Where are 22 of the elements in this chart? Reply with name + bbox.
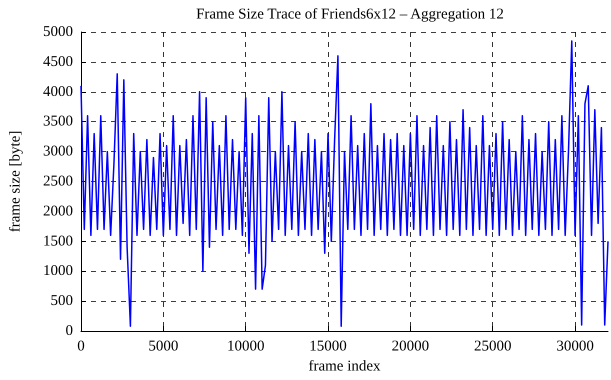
y-tick-label: 500 — [50, 293, 73, 310]
x-tick-label: 10000 — [226, 338, 264, 354]
y-tick-label: 5000 — [43, 24, 73, 40]
y-tick-label: 4000 — [43, 84, 73, 100]
x-tick-label: 20000 — [392, 338, 430, 354]
x-axis-title: frame index — [308, 358, 382, 374]
y-tick-label: 2000 — [43, 203, 73, 220]
y-tick-label: 1500 — [43, 233, 73, 250]
y-tick-label: 4500 — [43, 54, 73, 70]
y-tick-label: 3000 — [43, 144, 73, 160]
y-tick-label: 0 — [66, 323, 73, 339]
line-series — [80, 40, 609, 327]
x-tick-label: 15000 — [309, 338, 347, 354]
x-tick-label: 30000 — [556, 338, 594, 354]
y-tick-label: 3500 — [43, 114, 73, 130]
x-tick-label: 25000 — [474, 338, 512, 354]
chart-title: Frame Size Trace of Friends6x12 – Aggregation 12 — [196, 6, 504, 22]
x-tick-label: 0 — [77, 338, 85, 354]
x-tick-label: 5000 — [148, 338, 178, 354]
y-tick-label: 1000 — [43, 263, 73, 280]
y-axis-title: frame size [byte] — [8, 130, 24, 232]
y-tick-label: 2500 — [43, 174, 73, 190]
